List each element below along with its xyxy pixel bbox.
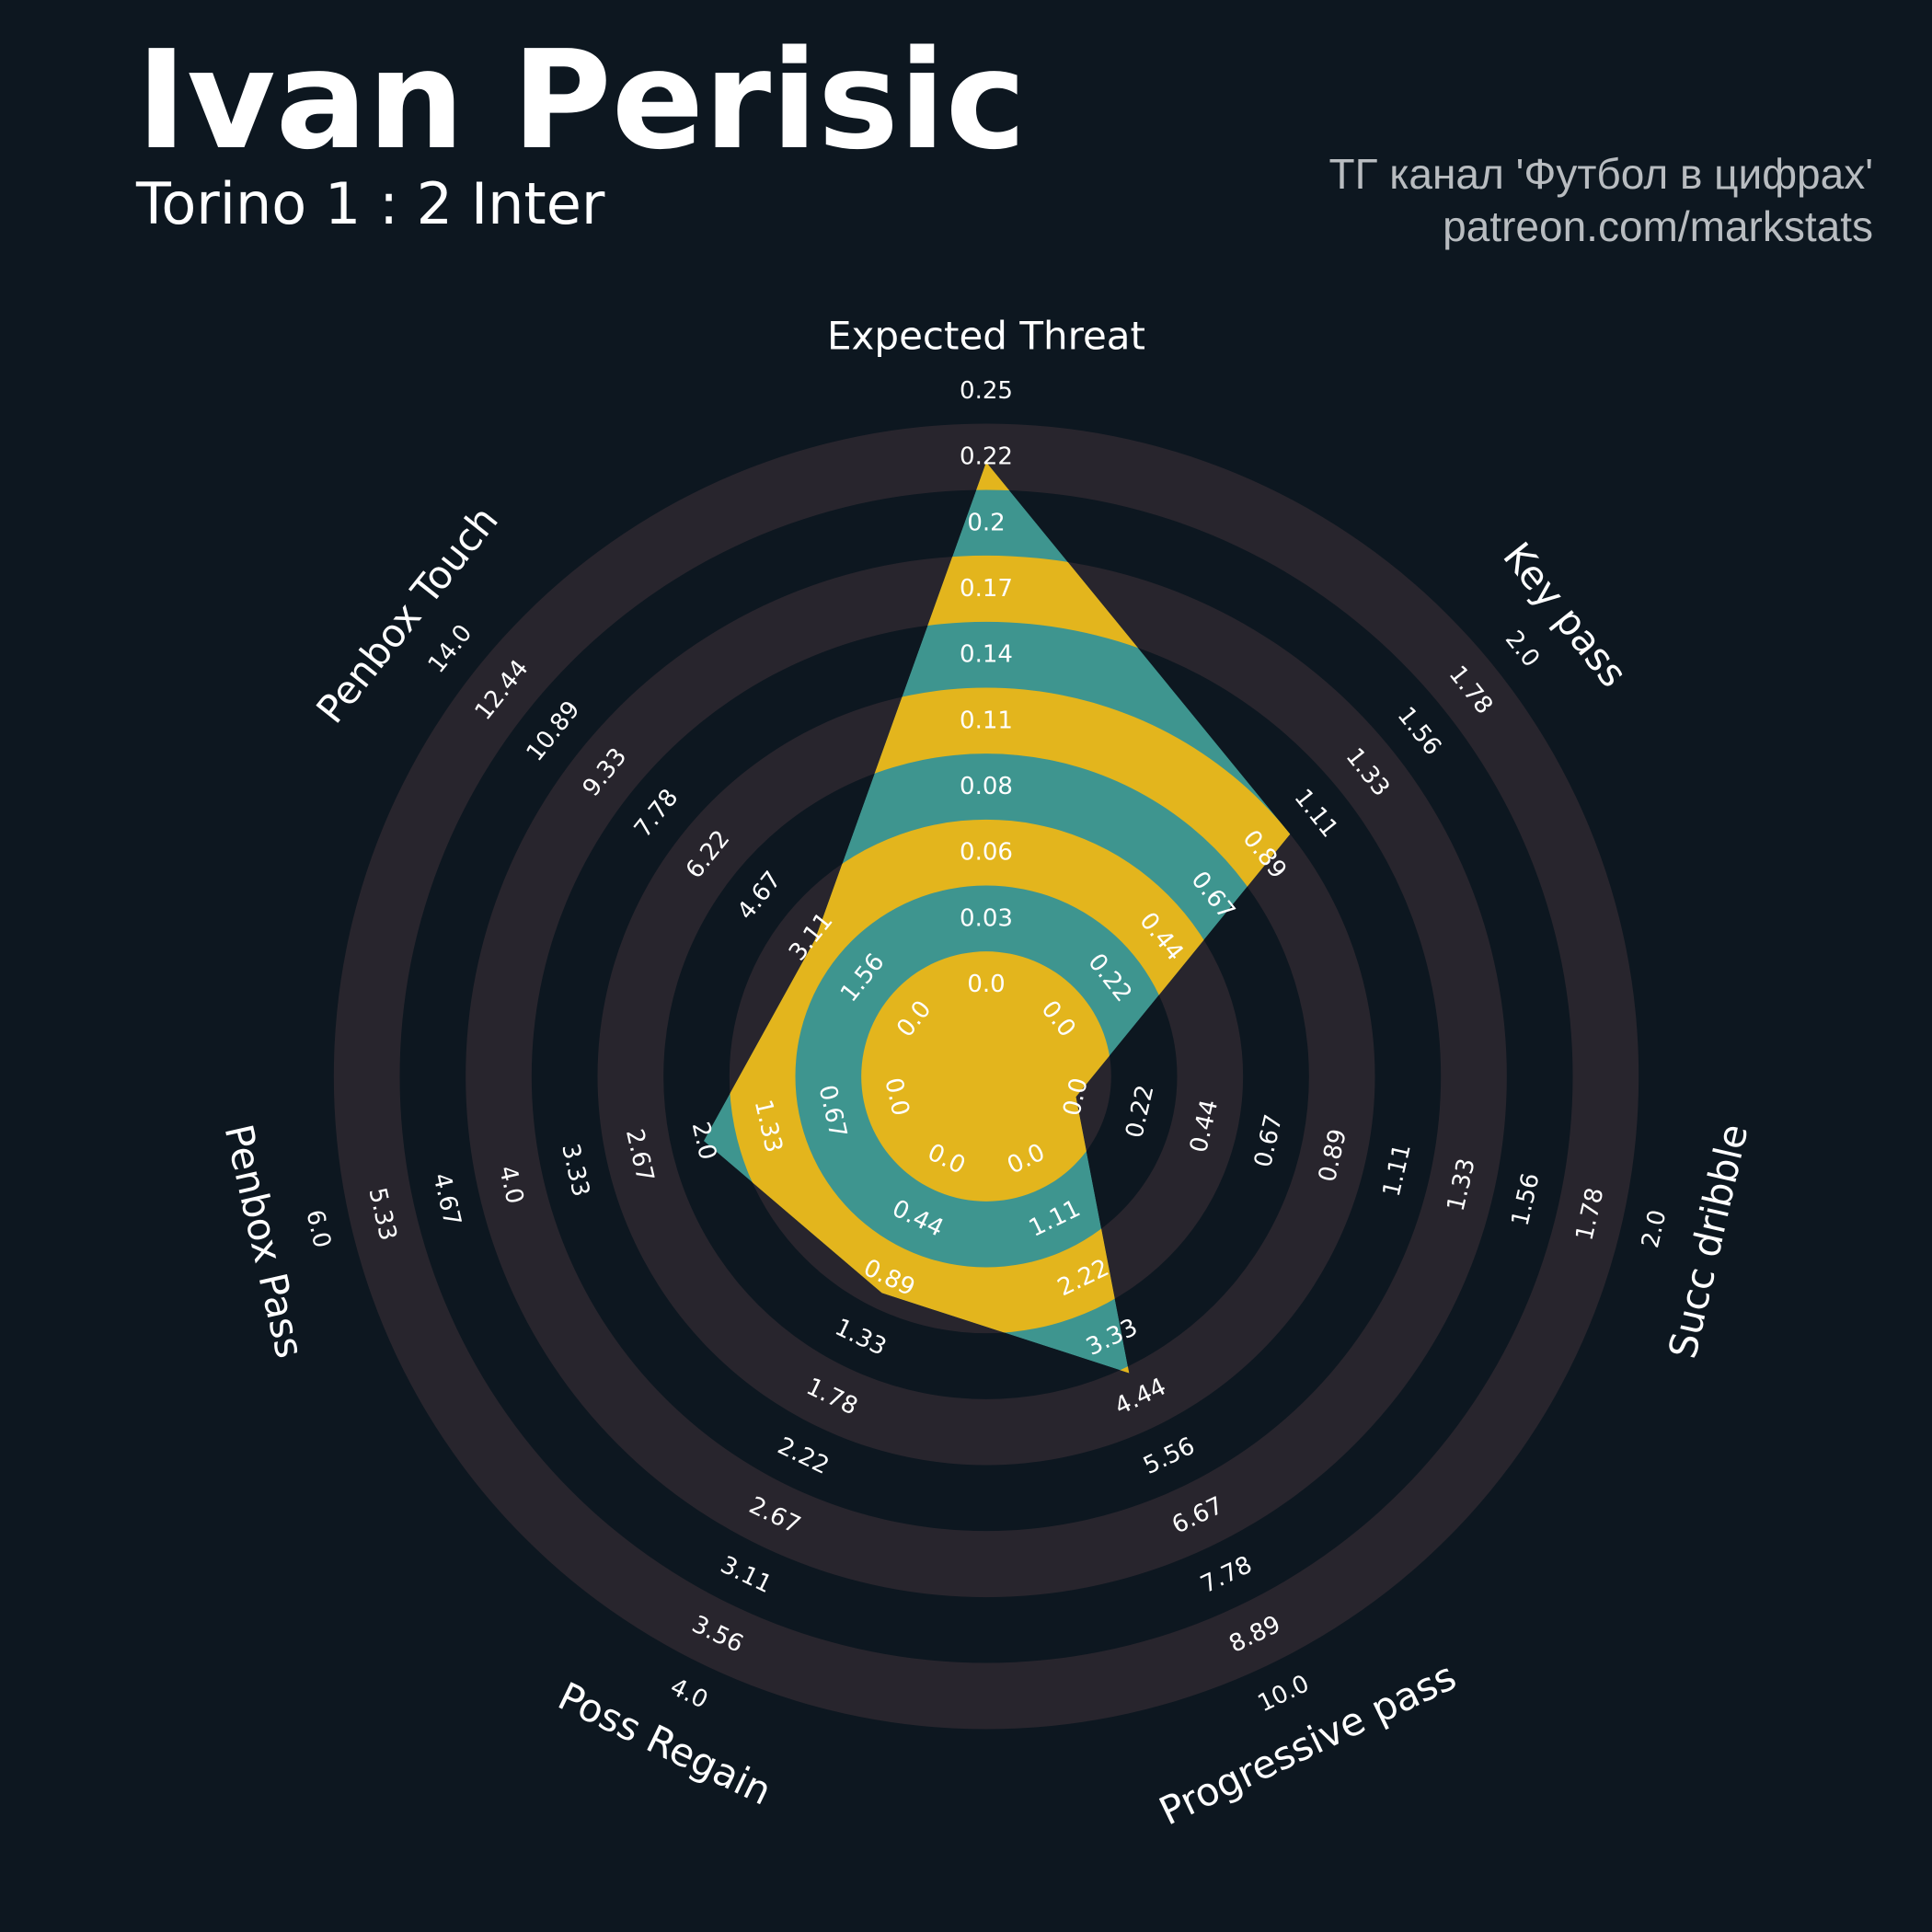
tick-label: 0.2 bbox=[967, 509, 1005, 536]
tick-label: 0.22 bbox=[960, 443, 1013, 471]
credit-patreon: patreon.com/markstats bbox=[1443, 202, 1873, 250]
match-subtitle: Torino 1 : 2 Inter bbox=[135, 170, 605, 237]
polygon-fill bbox=[703, 462, 1291, 1374]
tick-label: 0.03 bbox=[960, 904, 1013, 932]
polygon-base bbox=[703, 462, 1291, 1374]
player-title: Ivan Perisic bbox=[136, 21, 1026, 179]
value-polygon-group bbox=[703, 462, 1291, 1374]
credit-channel: ТГ канал 'Футбол в цифрах' bbox=[1328, 150, 1873, 198]
polygon-band bbox=[861, 951, 1111, 1202]
axis-label: Expected Threat bbox=[827, 314, 1145, 359]
tick-label: 0.0 bbox=[967, 971, 1005, 998]
tick-label: 0.06 bbox=[960, 839, 1013, 867]
tick-label: 0.25 bbox=[960, 377, 1013, 405]
tick-label: 0.14 bbox=[960, 641, 1013, 669]
tick-label: 0.08 bbox=[960, 773, 1013, 800]
tick-label: 0.17 bbox=[960, 575, 1013, 603]
tick-label: 0.11 bbox=[960, 707, 1013, 734]
